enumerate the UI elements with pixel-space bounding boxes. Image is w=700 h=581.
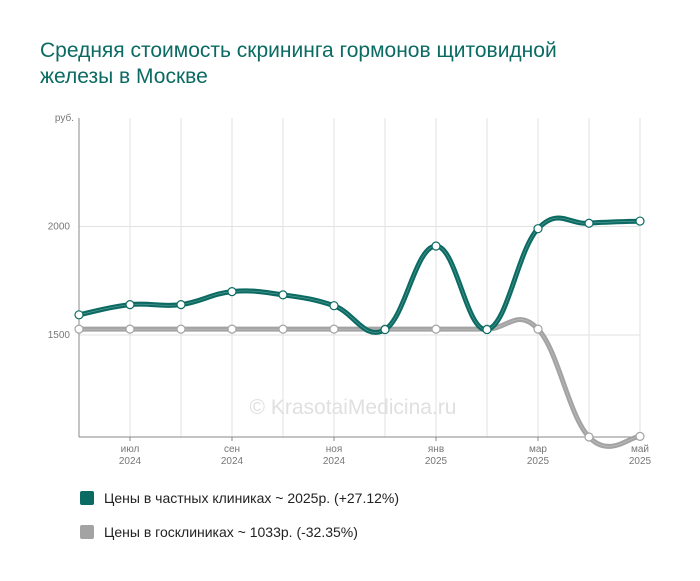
data-point-public (329, 324, 339, 334)
x-tick-label-month: сен (224, 444, 240, 455)
data-point-private (227, 287, 237, 297)
data-point-private (482, 324, 492, 335)
data-point-public (278, 324, 288, 334)
data-point-private (380, 324, 390, 335)
series (74, 215, 645, 449)
axes: 15002000руб.июл2024сен2024ноя2024янв2025… (48, 112, 652, 467)
data-point-private (584, 218, 594, 228)
data-point-private (278, 290, 288, 300)
data-point-public (125, 324, 135, 334)
x-tick-label-month: мар (529, 444, 547, 455)
watermark: © KrasotaiMedicina.ru (250, 396, 457, 419)
x-tick-label-year: 2025 (527, 456, 550, 467)
data-point-public (176, 324, 186, 334)
data-point-private (329, 301, 339, 311)
data-point-private (125, 300, 135, 310)
data-point-public (584, 432, 594, 442)
y-tick-label: 1500 (48, 330, 71, 341)
y-tick-label: 2000 (48, 222, 71, 233)
series-line-private (76, 215, 643, 335)
x-tick-label-month: ноя (326, 444, 343, 455)
x-tick-label-year: 2024 (323, 456, 346, 467)
data-point-private (533, 224, 543, 234)
x-tick-label-year: 2025 (629, 456, 652, 467)
data-point-public (227, 324, 237, 334)
x-tick-label-month: май (631, 444, 649, 455)
x-tick-label-year: 2024 (119, 456, 142, 467)
series-private (74, 215, 645, 335)
x-tick-label-year: 2025 (425, 456, 448, 467)
data-point-private (431, 241, 441, 251)
legend-item-public[interactable]: Цены в госклиниках ~ 1033р. (-32.35%) (80, 522, 580, 542)
x-tick-label-year: 2024 (221, 456, 244, 467)
x-tick-label-month: янв (428, 444, 444, 455)
data-point-private (74, 310, 84, 320)
legend-label-private: Цены в частных клиниках ~ 2025р. (+27.12… (104, 490, 400, 506)
series-line-public (76, 317, 643, 449)
data-point-private (176, 300, 186, 310)
series-public (74, 317, 645, 449)
data-point-public (431, 324, 441, 334)
x-tick-label-month: июл (121, 444, 140, 455)
grid (78, 118, 641, 437)
data-point-public (533, 324, 543, 334)
data-point-public (74, 324, 84, 334)
y-unit-label: руб. (55, 112, 74, 124)
data-point-private (635, 216, 645, 226)
legend-swatch-private (80, 491, 94, 505)
legend-label-public: Цены в госклиниках ~ 1033р. (-32.35%) (104, 524, 358, 540)
series-line-highlight-private (78, 217, 641, 333)
chart-title: Средняя стоимость скрининга гормонов щит… (40, 39, 557, 88)
series-line-highlight-public (79, 319, 641, 447)
legend-item-private[interactable]: Цены в частных клиниках ~ 2025р. (+27.12… (80, 488, 580, 508)
legend-swatch-public (80, 525, 94, 539)
data-point-public (635, 431, 645, 441)
